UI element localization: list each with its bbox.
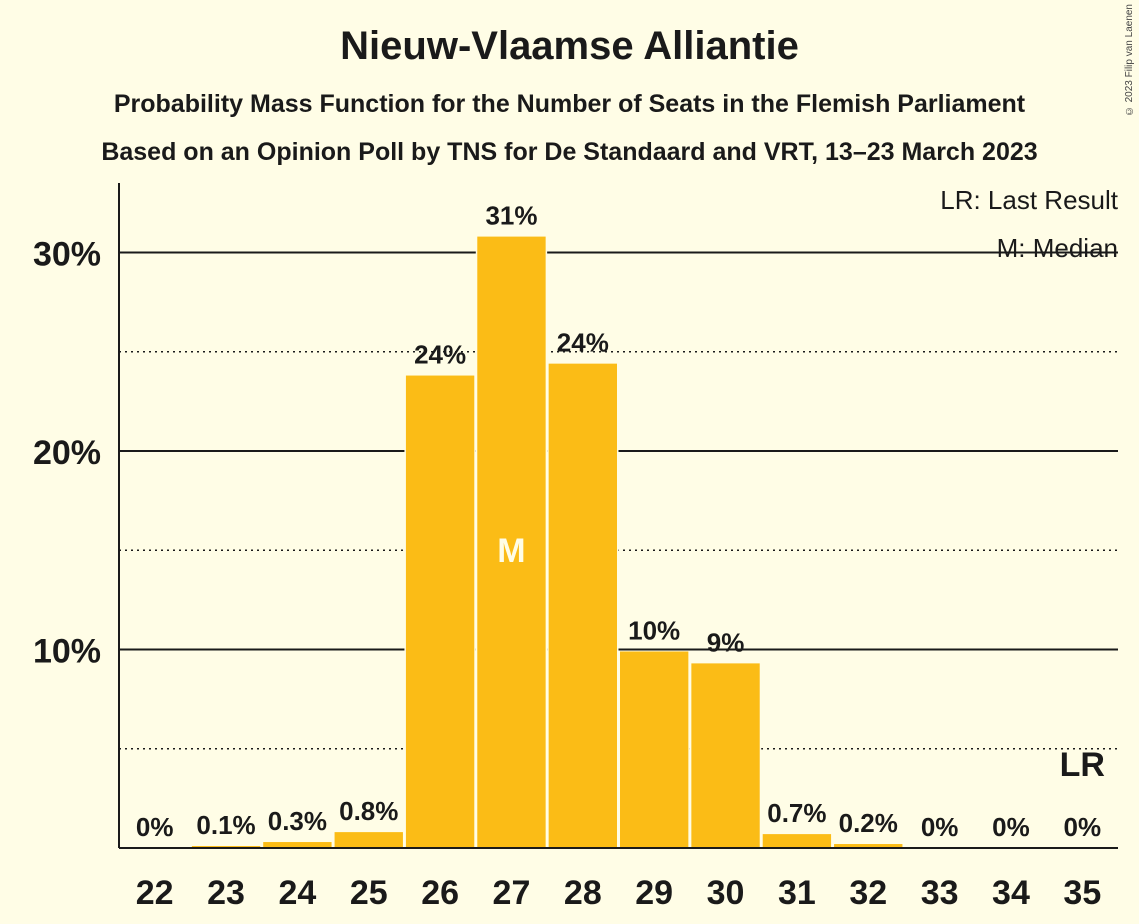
bar-label-25: 0.8% bbox=[339, 796, 398, 826]
bar-label-26: 24% bbox=[414, 340, 466, 370]
bar-25 bbox=[334, 832, 403, 848]
bar-label-22: 0% bbox=[136, 812, 174, 842]
x-tick-label-33: 33 bbox=[921, 874, 959, 912]
x-tick-label-31: 31 bbox=[778, 874, 816, 912]
bar-label-31: 0.7% bbox=[767, 798, 826, 828]
x-tick-label-23: 23 bbox=[207, 874, 245, 912]
bar-24 bbox=[263, 842, 332, 848]
bar-26 bbox=[405, 375, 475, 848]
y-tick-label-2: 30% bbox=[33, 235, 101, 273]
bar-label-28: 24% bbox=[557, 328, 609, 358]
x-tick-label-24: 24 bbox=[278, 874, 316, 912]
last-result-marker: LR bbox=[1060, 746, 1105, 784]
bar-label-30: 9% bbox=[707, 627, 745, 657]
x-tick-label-22: 22 bbox=[136, 874, 174, 912]
x-tick-label-25: 25 bbox=[350, 874, 388, 912]
bar-label-34: 0% bbox=[992, 812, 1030, 842]
bar-32 bbox=[834, 844, 903, 848]
bar-27 bbox=[477, 236, 546, 848]
bar-31 bbox=[762, 834, 832, 848]
legend-median: M: Median bbox=[997, 233, 1118, 263]
bar-28 bbox=[548, 363, 617, 848]
x-tick-label-29: 29 bbox=[635, 874, 673, 912]
chart-subtitle: Probability Mass Function for the Number… bbox=[113, 90, 1026, 118]
x-tick-label-32: 32 bbox=[849, 874, 887, 912]
x-tick-label-26: 26 bbox=[421, 874, 459, 912]
chart-title: Nieuw-Vlaamse Alliantie bbox=[340, 24, 799, 68]
bar-label-24: 0.3% bbox=[268, 806, 327, 836]
bar-30 bbox=[691, 663, 760, 848]
bar-label-29: 10% bbox=[628, 615, 680, 645]
bar-label-32: 0.2% bbox=[839, 808, 898, 838]
bar-label-23: 0.1% bbox=[196, 810, 255, 840]
x-tick-label-28: 28 bbox=[564, 874, 602, 912]
bar-label-33: 0% bbox=[921, 812, 959, 842]
x-tick-label-34: 34 bbox=[992, 874, 1030, 912]
bar-label-35: 0% bbox=[1064, 812, 1102, 842]
median-marker: M bbox=[497, 532, 525, 570]
x-tick-label-30: 30 bbox=[707, 874, 745, 912]
chart-subtitle-source: Based on an Opinion Poll by TNS for De S… bbox=[101, 138, 1038, 166]
bar-29 bbox=[620, 651, 689, 848]
y-tick-label-0: 10% bbox=[33, 632, 101, 670]
y-tick-label-1: 20% bbox=[33, 434, 101, 472]
legend-last-result: LR: Last Result bbox=[940, 185, 1119, 215]
bar-label-27: 31% bbox=[485, 201, 537, 231]
x-tick-label-35: 35 bbox=[1063, 874, 1101, 912]
x-tick-label-27: 27 bbox=[493, 874, 531, 912]
